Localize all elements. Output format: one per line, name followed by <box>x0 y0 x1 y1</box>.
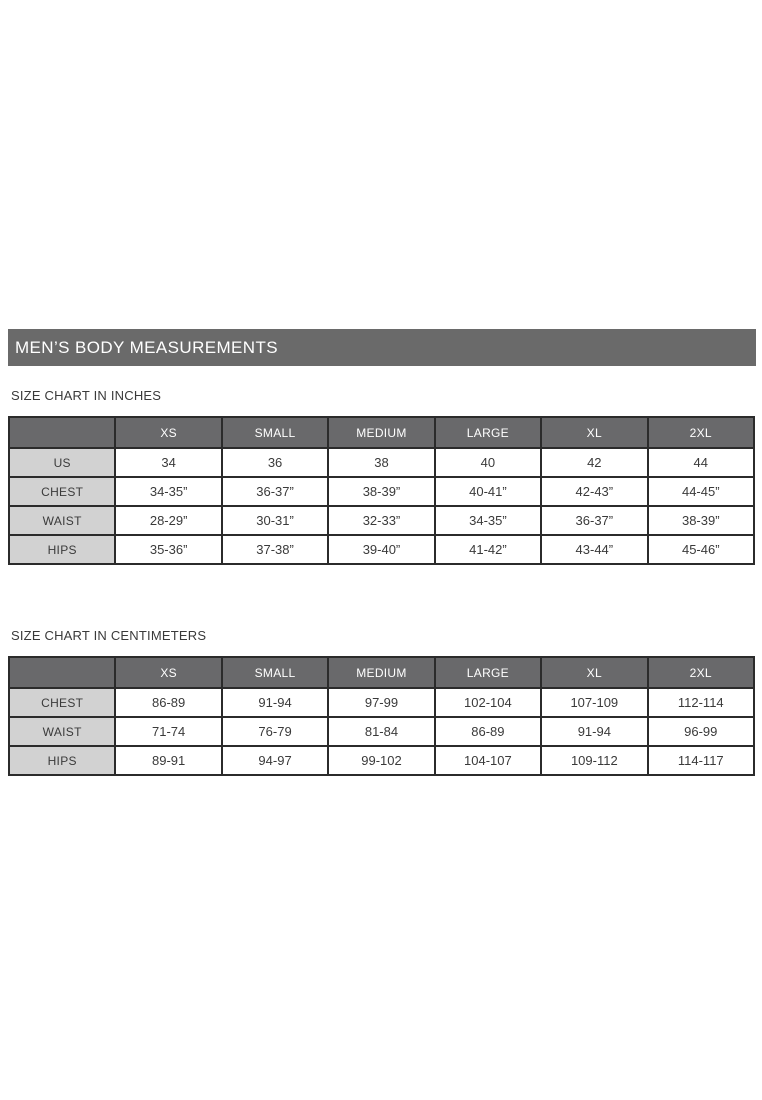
section-title-inches: SIZE CHART IN INCHES <box>11 388 162 403</box>
corner-cell <box>7 656 117 689</box>
value-cell: 112-114 <box>646 687 756 718</box>
page-title: MEN’S BODY MEASUREMENTS <box>15 337 278 357</box>
section-size-chart-centimeters: SIZE CHART IN CENTIMETERS XS SMALL MEDIUM L… <box>7 628 756 776</box>
column-header-cell: XS <box>114 656 223 689</box>
table-row: HIPS 89-91 94-97 99-102 104-107 109-112 114-11… <box>7 745 756 776</box>
value-cell: 34-35” <box>114 476 223 507</box>
value-cell: 43-44” <box>540 534 649 565</box>
table-row: US 34 36 38 40 42 44 <box>7 447 756 478</box>
value-cell: 36-37” <box>540 505 649 536</box>
row-label-cell: HIPS <box>7 745 117 776</box>
value-cell: 28-29” <box>114 505 223 536</box>
size-table-inches: XS SMALL MEDIUM LARGE XL 2XL US 34 36 38 40 42 44 CHE… <box>7 416 756 565</box>
column-header-cell: XL <box>540 416 649 449</box>
value-cell: 37-38” <box>220 534 330 565</box>
value-cell: 40-41” <box>433 476 543 507</box>
value-cell: 89-91 <box>114 745 223 776</box>
header-row: XS SMALL MEDIUM LARGE XL 2XL <box>7 416 756 449</box>
column-header-cell: SMALL <box>220 656 330 689</box>
title-bar: MEN’S BODY MEASUREMENTS <box>8 329 756 366</box>
value-cell: 39-40” <box>327 534 436 565</box>
value-cell: 45-46” <box>646 534 756 565</box>
value-cell: 76-79 <box>220 716 330 747</box>
value-cell: 35-36” <box>114 534 223 565</box>
value-cell: 114-117 <box>646 745 756 776</box>
column-header-cell: MEDIUM <box>327 416 436 449</box>
column-header-cell: XL <box>540 656 649 689</box>
value-cell: 102-104 <box>433 687 543 718</box>
column-header-cell: LARGE <box>433 416 543 449</box>
value-cell: 107-109 <box>540 687 649 718</box>
value-cell: 34 <box>114 447 223 478</box>
value-cell: 40 <box>433 447 543 478</box>
header-row: XS SMALL MEDIUM LARGE XL 2XL <box>7 656 756 689</box>
value-cell: 104-107 <box>433 745 543 776</box>
table-row: CHEST 34-35” 36-37” 38-39” 40-41” 42-43” 44-45… <box>7 476 756 507</box>
row-label-cell: US <box>7 447 117 478</box>
section-size-chart-inches: SIZE CHART IN INCHES XS SMALL MEDIUM LARGE X… <box>7 388 756 565</box>
column-header-cell: MEDIUM <box>327 656 436 689</box>
row-label-cell: WAIST <box>7 505 117 536</box>
value-cell: 41-42” <box>433 534 543 565</box>
value-cell: 71-74 <box>114 716 223 747</box>
value-cell: 94-97 <box>220 745 330 776</box>
section-title-centimeters: SIZE CHART IN CENTIMETERS <box>11 628 207 643</box>
corner-cell <box>7 416 117 449</box>
value-cell: 38 <box>327 447 436 478</box>
column-header-cell: 2XL <box>646 416 756 449</box>
value-cell: 97-99 <box>327 687 436 718</box>
table-row: HIPS 35-36” 37-38” 39-40” 41-42” 43-44” 45-46” <box>7 534 756 565</box>
value-cell: 38-39” <box>646 505 756 536</box>
row-label-cell: HIPS <box>7 534 117 565</box>
value-cell: 91-94 <box>220 687 330 718</box>
value-cell: 44-45” <box>646 476 756 507</box>
value-cell: 109-112 <box>540 745 649 776</box>
value-cell: 86-89 <box>114 687 223 718</box>
value-cell: 32-33” <box>327 505 436 536</box>
size-table-centimeters: XS SMALL MEDIUM LARGE XL 2XL CHEST 86-89 91-94 97… <box>7 656 756 776</box>
row-label-cell: WAIST <box>7 716 117 747</box>
value-cell: 91-94 <box>540 716 649 747</box>
table-row: WAIST 28-29” 30-31” 32-33” 34-35” 36-37” 38-39… <box>7 505 756 536</box>
value-cell: 42-43” <box>540 476 649 507</box>
value-cell: 38-39” <box>327 476 436 507</box>
row-label-cell: CHEST <box>7 687 117 718</box>
value-cell: 44 <box>646 447 756 478</box>
table-row: CHEST 86-89 91-94 97-99 102-104 107-109 112-11… <box>7 687 756 718</box>
value-cell: 42 <box>540 447 649 478</box>
column-header-cell: 2XL <box>646 656 756 689</box>
value-cell: 86-89 <box>433 716 543 747</box>
value-cell: 36 <box>220 447 330 478</box>
value-cell: 81-84 <box>327 716 436 747</box>
value-cell: 34-35” <box>433 505 543 536</box>
column-header-cell: LARGE <box>433 656 543 689</box>
table-row: WAIST 71-74 76-79 81-84 86-89 91-94 96-99 <box>7 716 756 747</box>
column-header-cell: SMALL <box>220 416 330 449</box>
row-label-cell: CHEST <box>7 476 117 507</box>
column-header-cell: XS <box>114 416 223 449</box>
value-cell: 96-99 <box>646 716 756 747</box>
value-cell: 99-102 <box>327 745 436 776</box>
value-cell: 36-37” <box>220 476 330 507</box>
value-cell: 30-31” <box>220 505 330 536</box>
